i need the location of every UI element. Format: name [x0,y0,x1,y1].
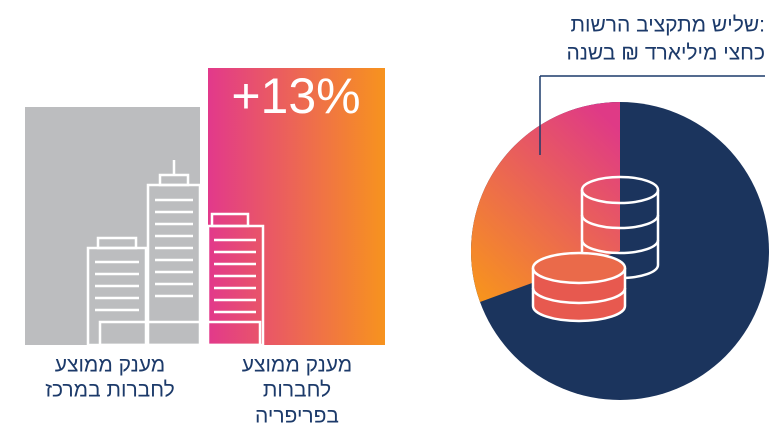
coins-icon [531,175,660,323]
callout-line: שליש מתקציב הרשות: [570,14,765,37]
buildings-icon [86,160,265,347]
badge: +13% [231,68,360,124]
label-line: מענק ממוצע [55,354,165,377]
center-bar [25,107,200,345]
label-line: בפריפריה [255,405,339,428]
label-line: לחברות במרכז [45,379,175,402]
label-line: מענק ממוצע [242,354,352,377]
callout-line: כחצי מיליארד ₪ בשנה [566,42,765,65]
label-line: לחברות [263,379,331,402]
